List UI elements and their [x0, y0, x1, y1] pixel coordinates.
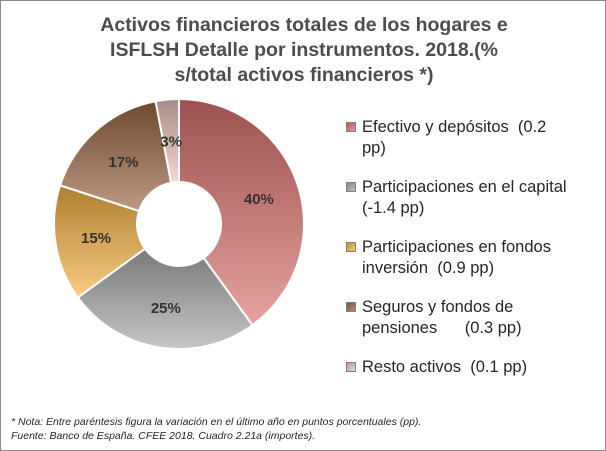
legend-label: Seguros y fondos de pensiones (0.3 pp)	[362, 298, 522, 337]
legend-swatch	[346, 242, 356, 252]
data-label-efectivo-y-depositos: 40%	[244, 191, 274, 208]
slice-seguros-y-fondos-de-pensiones	[58, 100, 173, 213]
donut-labels: 40% 25% 15% 17% 3%	[81, 133, 274, 317]
legend-swatch	[346, 182, 356, 192]
chart-title-line-3: s/total activos financieros *)	[174, 64, 434, 86]
legend-label: Resto activos (0.1 pp)	[362, 358, 528, 376]
chart-title-line-1: Activos financieros totales de los hogar…	[100, 14, 508, 36]
slice-resto-activos	[154, 97, 180, 184]
legend-label: Participaciones en fondos inversión (0.9…	[362, 238, 551, 277]
chart-notes: * Nota: Entre paréntesis figura la varia…	[11, 415, 421, 443]
slice-participaciones-en-fondos-inversion	[53, 184, 147, 299]
legend-item-resto-activos: Resto activos (0.1 pp)	[346, 357, 601, 378]
legend-swatch	[346, 302, 356, 312]
legend-item-seguros-y-fondos-de-pensiones: Seguros y fondos de pensiones (0.3 pp)	[346, 297, 601, 339]
legend-item-efectivo-y-depositos: Efectivo y depósitos (0.2 pp)	[346, 117, 601, 159]
legend-item-participaciones-en-el-capital: Participaciones en el capital (-1.4 pp)	[346, 177, 601, 219]
legend-swatch	[346, 122, 356, 132]
donut-slices	[53, 97, 305, 350]
data-label-seguros-y-fondos-de-pensiones: 17%	[108, 154, 138, 171]
slice-efectivo-y-depositos	[178, 97, 305, 327]
legend-swatch	[346, 362, 356, 372]
note-text: * Nota: Entre paréntesis figura la varia…	[11, 416, 422, 428]
data-label-resto-activos: 3%	[160, 133, 182, 150]
data-label-participaciones-en-el-capital: 25%	[151, 300, 181, 317]
data-label-participaciones-en-fondos-inversion: 15%	[81, 230, 111, 247]
chart-title-line-2: ISFLSH Detalle por instrumentos. 2018.(%	[110, 39, 498, 61]
legend-item-participaciones-en-fondos-inversion: Participaciones en fondos inversión (0.9…	[346, 237, 601, 279]
source-text: Fuente: Banco de España. CFEE 2018. Cuad…	[11, 430, 316, 442]
slice-participaciones-en-el-capital	[76, 247, 254, 350]
chart-title: Activos financieros totales de los hogar…	[41, 13, 567, 88]
legend-label: Participaciones en el capital (-1.4 pp)	[362, 178, 567, 217]
legend-label: Efectivo y depósitos (0.2 pp)	[362, 118, 547, 157]
